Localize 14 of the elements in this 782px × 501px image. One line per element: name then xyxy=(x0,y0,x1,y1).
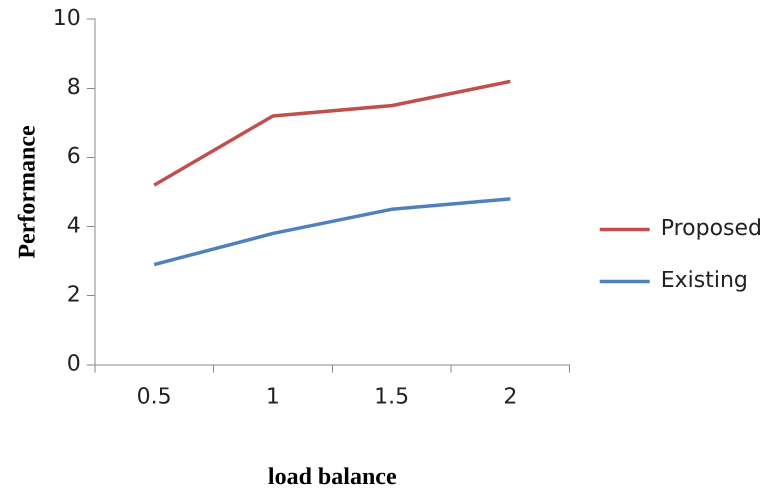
y-tick-label: 6 xyxy=(66,144,81,170)
x-tick-label: 0.5 xyxy=(136,384,172,410)
y-tick-label: 0 xyxy=(66,352,81,377)
x-tick-label: 1.5 xyxy=(374,384,410,410)
y-tick-label: 10 xyxy=(52,6,81,31)
legend-label: Existing xyxy=(660,268,748,294)
legend-label: Proposed xyxy=(660,216,762,242)
y-tick-label: 8 xyxy=(66,75,81,100)
y-axis-title: Performance xyxy=(14,125,41,259)
y-tick-label: 2 xyxy=(66,282,81,308)
y-tick-label: 4 xyxy=(66,213,81,238)
x-tick-label: 1 xyxy=(266,384,280,410)
x-axis-title: load balance xyxy=(268,464,397,490)
x-tick-label: 2 xyxy=(503,384,518,410)
